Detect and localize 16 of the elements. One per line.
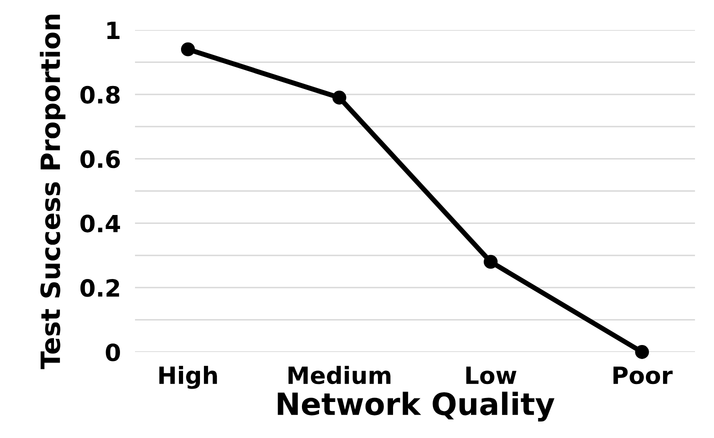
x-tick-label: High bbox=[159, 366, 217, 389]
x-tick-label: Poor bbox=[614, 366, 673, 384]
y-tick-label: 0.4 bbox=[80, 214, 120, 233]
y-tick-label: 1 bbox=[107, 22, 120, 39]
point bbox=[181, 42, 195, 56]
x-axis-title: Network Quality bbox=[278, 392, 554, 422]
y-tick-label: 0.6 bbox=[80, 150, 120, 168]
x-tick-label: Medium bbox=[288, 366, 390, 384]
y-tick-label: 0.8 bbox=[80, 86, 120, 104]
point bbox=[635, 345, 649, 359]
point bbox=[484, 254, 498, 269]
y-tick-label: 0 bbox=[106, 343, 120, 362]
x-tick-label: Low bbox=[466, 366, 516, 384]
y-axis-title: Test Success Proportion bbox=[40, 14, 66, 370]
y-tick-label: 0.2 bbox=[80, 279, 120, 297]
point bbox=[332, 90, 346, 105]
